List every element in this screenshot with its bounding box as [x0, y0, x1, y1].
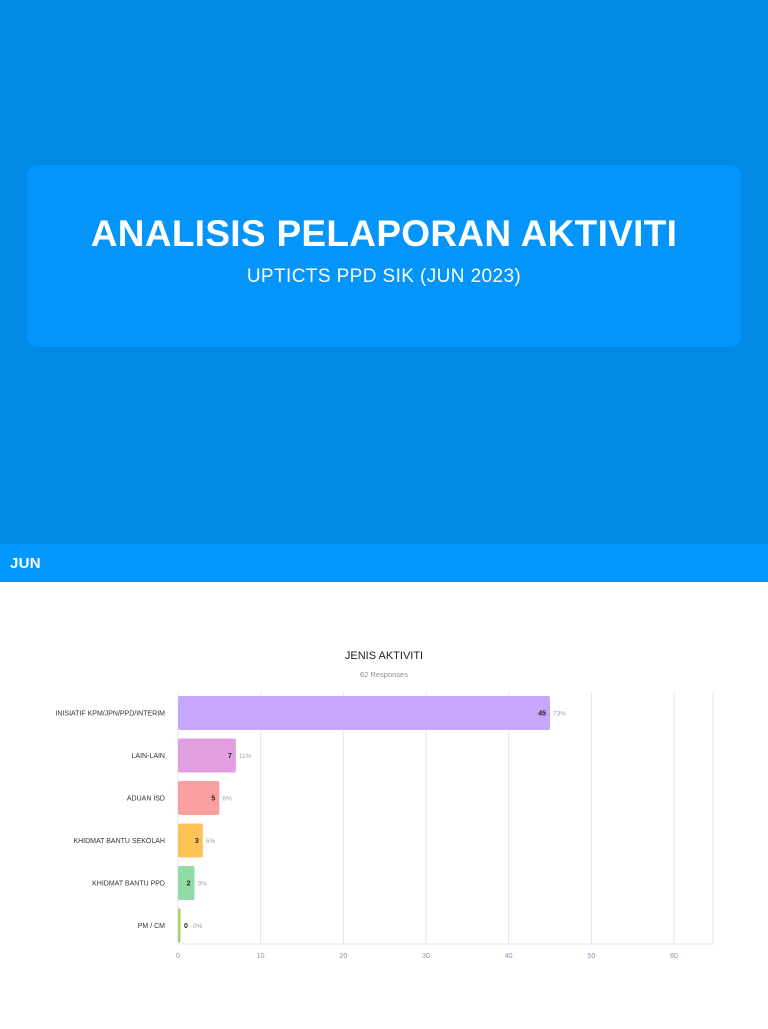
chart-area: JENIS AKTIVITI 62 Responses 45 73% 7 11% 5 8%… [0, 582, 768, 1024]
bar-value-label: 7 [228, 753, 232, 760]
chart-bars: 45 73% 7 11% 5 8% 3 5% 2 3% 0 0% [178, 696, 566, 943]
bar [178, 908, 181, 943]
bar-value-label: 0 [184, 923, 188, 930]
bar [178, 823, 203, 858]
bar-value-label: 5 [211, 796, 215, 803]
bar [178, 866, 195, 900]
category-label: ADUAN ISD [127, 796, 165, 803]
x-tick-label: 0 [176, 953, 180, 960]
bar-percent-label: 73% [553, 711, 566, 718]
x-tick-label: 30 [422, 953, 430, 960]
chart-title: JENIS AKTIVITI [345, 650, 423, 662]
page-title: ANALISIS PELAPORAN AKTIVITI [90, 213, 678, 254]
category-label: KHIDMAT BANTU PPD [92, 881, 165, 888]
title-card: ANALISIS PELAPORAN AKTIVITI UPTICTS PPD … [27, 165, 741, 347]
bar [178, 781, 220, 815]
x-tick-label: 10 [257, 953, 265, 960]
bar-value-label: 3 [195, 838, 199, 845]
bar-value-label: 2 [187, 881, 191, 888]
x-tick-label: 20 [339, 953, 347, 960]
bar-value-label: 45 [538, 711, 546, 718]
category-label: LAIN-LAIN [132, 753, 165, 760]
page-subtitle: UPTICTS PPD SIK (JUN 2023) [246, 266, 522, 287]
x-tick-label: 40 [505, 953, 513, 960]
chart-subtitle: 62 Responses [360, 670, 408, 679]
bar-percent-label: 8% [222, 796, 232, 803]
chart-category-labels: INISIATIF KPM/JPN/PPD/INTERIM LAIN-LAIN AD… [55, 711, 165, 931]
category-label: INISIATIF KPM/JPN/PPD/INTERIM [55, 711, 165, 718]
month-band: JUN [0, 544, 768, 582]
chart-grid [177, 692, 714, 945]
chart-x-ticks: 0 10 20 30 40 50 60 [176, 953, 678, 960]
bar-percent-label: 11% [239, 753, 252, 760]
category-label: PM / CM [138, 923, 165, 930]
bar-chart: JENIS AKTIVITI 62 Responses 45 73% 7 11% 5 8%… [55, 650, 714, 960]
bar [178, 738, 236, 773]
category-label: KHIDMAT BANTU SEKOLAH [73, 838, 165, 845]
x-tick-label: 50 [587, 953, 595, 960]
hero-banner: ANALISIS PELAPORAN AKTIVITI UPTICTS PPD … [0, 0, 768, 544]
bar-percent-label: 5% [206, 838, 216, 845]
bar [178, 696, 550, 730]
bar-percent-label: 3% [198, 881, 208, 888]
bar-percent-label: 0% [193, 923, 203, 930]
x-tick-label: 60 [670, 953, 678, 960]
month-label: JUN [10, 555, 41, 572]
